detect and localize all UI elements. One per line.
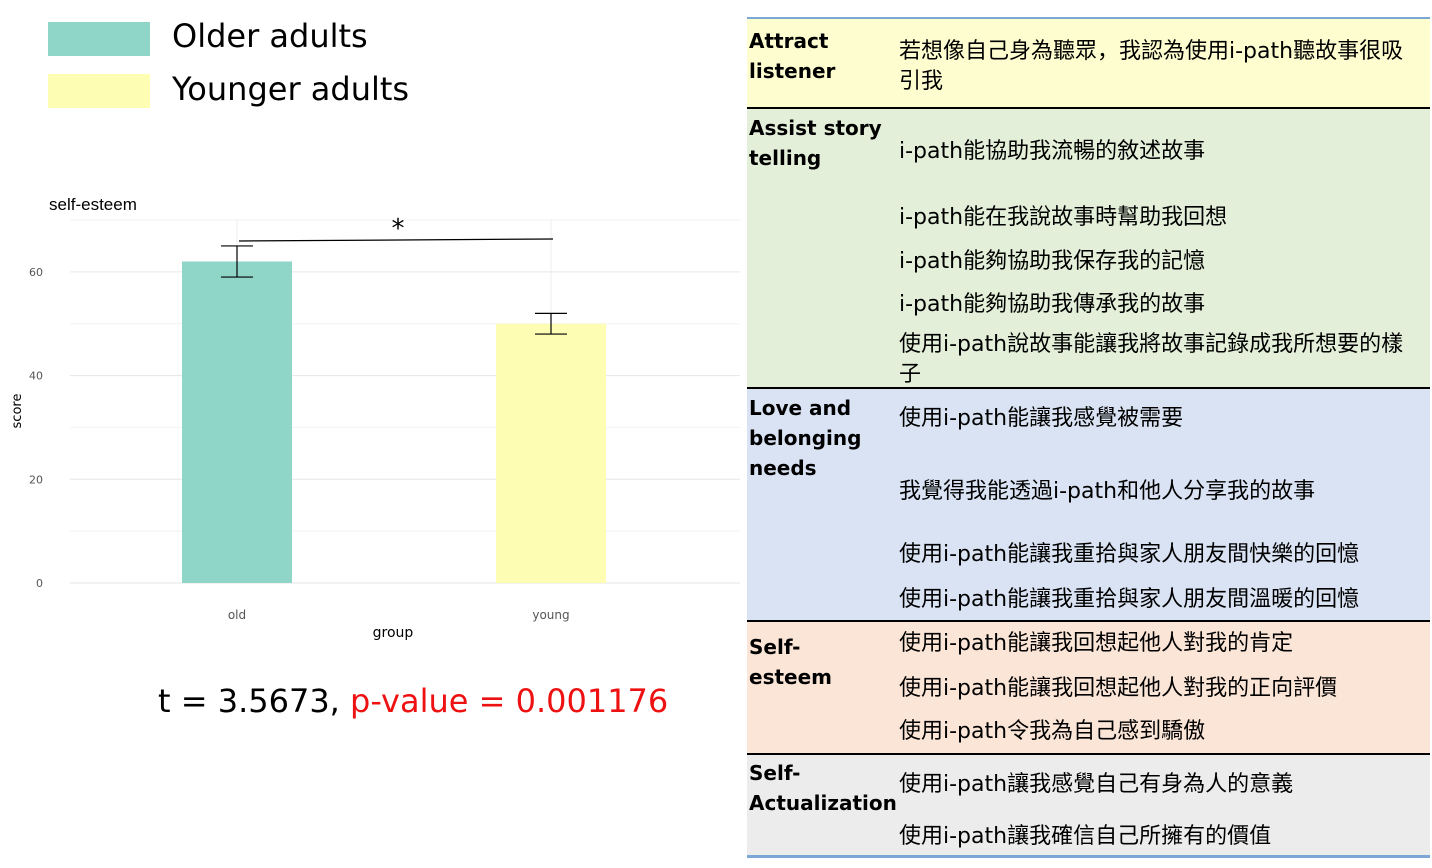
table-item: 使用i-path能讓我回想起他人對我的正向評價: [899, 676, 1338, 701]
table-category: Assist story telling: [749, 116, 882, 170]
chart-grid: [70, 219, 740, 584]
x-tick-label: young: [532, 608, 569, 622]
chart-labels: 0 20 40 60 old young: [29, 266, 570, 622]
table-bottom-border: [747, 855, 1430, 858]
p-value: p-value = 0.001176: [350, 682, 669, 720]
legend-swatch-older: [48, 22, 150, 56]
chart-bars: [182, 261, 606, 583]
y-axis-label: score: [10, 394, 25, 429]
table-item: 使用i-path能讓我感覺被需要: [899, 406, 1184, 431]
table-item: 使用i-path令我為自己感到驕傲: [899, 719, 1206, 744]
x-axis-label: group: [373, 625, 414, 641]
legend-label-older: Older adults: [172, 17, 368, 55]
chart-title: self-esteem: [49, 195, 137, 214]
table-item: 使用i-path能讓我回想起他人對我的肯定: [899, 631, 1294, 656]
x-tick-label: old: [228, 608, 246, 622]
error-bar-young: [535, 312, 567, 335]
table-item: 使用i-path說故事能讓我將故事記錄成我所想要的樣子: [899, 332, 1404, 387]
table-category: Self- esteem: [749, 635, 832, 689]
table-item: i-path能夠協助我保存我的記憶: [899, 249, 1206, 274]
significance-line: [238, 238, 554, 242]
table-item: 使用i-path讓我確信自己所擁有的價值: [899, 824, 1272, 849]
y-tick-label: 20: [29, 473, 43, 486]
error-bar-old: [221, 245, 253, 278]
bar-old: [182, 261, 292, 583]
chart-error-bars: [221, 245, 567, 335]
t-test-result: t = 3.5673, p-value = 0.001176: [158, 682, 668, 720]
legend-label-younger: Younger adults: [172, 70, 410, 108]
table-row: Attract listener 若想像自己身為聽眾，我認為使用i-path聽故事…: [747, 17, 1430, 107]
table-item: 我覺得我能透過i-path和他人分享我的故事: [899, 479, 1316, 504]
y-tick-label: 60: [29, 266, 43, 279]
table-item: i-path能夠協助我傳承我的故事: [899, 292, 1206, 317]
table-item: 若想像自己身為聽眾，我認為使用i-path聽故事很吸引我: [899, 39, 1404, 94]
table-item: i-path能協助我流暢的敘述故事: [899, 139, 1206, 164]
y-tick-label: 0: [36, 577, 43, 590]
table-item: i-path能在我說故事時幫助我回想: [899, 205, 1228, 230]
t-statistic: t = 3.5673,: [158, 682, 340, 720]
table-item: 使用i-path能讓我重拾與家人朋友間快樂的回憶: [899, 542, 1360, 567]
table-row: Self- Actualization 使用i-path讓我感覺自己有身為人的意義…: [747, 753, 1430, 855]
table-category: Attract listener: [749, 29, 836, 83]
table-category: Self- Actualization: [749, 761, 897, 815]
bar-young: [496, 323, 606, 583]
legend-swatch-younger: [48, 74, 150, 108]
table-row: Assist story telling i-path能協助我流暢的敘述故事 i-p…: [747, 107, 1430, 387]
table-row: Self- esteem 使用i-path能讓我回想起他人對我的肯定 使用i-pat…: [747, 620, 1430, 753]
table-category: Love and belonging needs: [749, 396, 862, 480]
significance-marker: *: [392, 214, 405, 244]
table-item: 使用i-path能讓我重拾與家人朋友間溫暖的回憶: [899, 587, 1360, 612]
table-row: Love and belonging needs 使用i-path能讓我感覺被需要…: [747, 387, 1430, 620]
table-item: 使用i-path讓我感覺自己有身為人的意義: [899, 772, 1294, 797]
y-tick-label: 40: [29, 370, 43, 383]
